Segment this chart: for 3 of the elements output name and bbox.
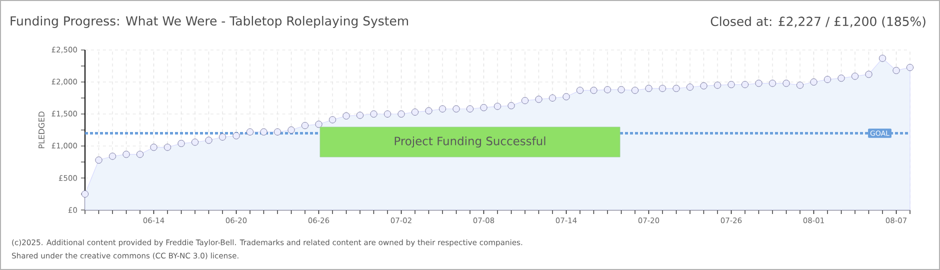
annotation: Project Funding Successful — [394, 136, 546, 148]
chart-title: Funding Progress: What We Were - Tabletop Roleplaying System — [10, 16, 408, 28]
chart-subtitle: Closed at: £2,227 / £1,200 (185%) — [710, 16, 926, 28]
